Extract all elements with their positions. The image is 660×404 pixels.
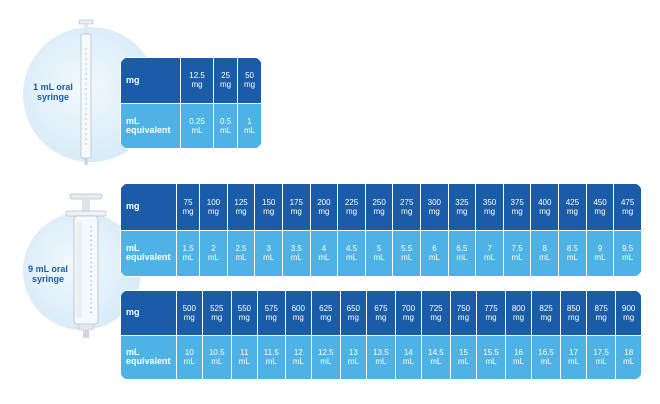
mg-cell: 625 mg xyxy=(311,291,341,335)
ml-cell: 9 mL xyxy=(586,230,614,276)
mg-cell: 725 mg xyxy=(421,291,451,335)
ml-cell: 2.5 mL xyxy=(227,230,255,276)
mg-cell: 350 mg xyxy=(476,184,503,230)
ml-cell: 6.5 mL xyxy=(448,230,476,276)
syringe-1ml-label: 1 mL oral syringe xyxy=(33,82,73,102)
dose-table-9ml-b: mg 500 mg 525 mg 550 mg 575 mg 600 mg 62… xyxy=(120,290,642,380)
mg-cell: 200 mg xyxy=(310,184,338,230)
mg-row: mg 500 mg 525 mg 550 mg 575 mg 600 mg 62… xyxy=(121,291,641,335)
syringe-9ml-label: 9 mL oral syringe xyxy=(28,264,68,284)
mg-row-label: mg xyxy=(121,184,176,230)
ml-cell: 5.5 mL xyxy=(393,230,421,276)
mg-cell: 100 mg xyxy=(200,184,227,230)
ml-cell: 12 mL xyxy=(286,335,311,379)
mg-cell: 150 mg xyxy=(255,184,282,230)
dose-table-9ml-a: mg 75 mg 100 mg 125 mg 150 mg 175 mg 200… xyxy=(120,183,642,277)
mg-cell: 575 mg xyxy=(257,291,286,335)
mg-cell: 175 mg xyxy=(282,184,310,230)
mg-cell: 50 mg xyxy=(238,58,261,103)
ml-cell: 8 mL xyxy=(531,230,559,276)
ml-cell: 1 mL xyxy=(238,103,261,148)
mg-cell: 325 mg xyxy=(448,184,476,230)
mg-cell: 825 mg xyxy=(531,291,561,335)
dose-table-1ml: mg 12.5 mg 25 mg 50 mg mL equivalent 0.2… xyxy=(120,57,262,149)
mg-cell: 12.5 mg xyxy=(181,58,214,103)
syringe-1ml-icon xyxy=(78,19,94,165)
ml-row: mL equivalent 10 mL 10.5 mL 11 mL 11.5 m… xyxy=(121,335,641,379)
ml-cell: 4 mL xyxy=(310,230,338,276)
ml-row-label: mL equivalent xyxy=(121,335,176,379)
ml-cell: 15 mL xyxy=(451,335,476,379)
ml-cell: 8.5 mL xyxy=(559,230,586,276)
ml-cell: 17 mL xyxy=(561,335,586,379)
ml-row: mL equivalent 1.5 mL 2 mL 2.5 mL 3 mL 3.… xyxy=(121,230,641,276)
mg-cell: 675 mg xyxy=(366,291,396,335)
mg-cell: 475 mg xyxy=(614,184,641,230)
mg-cell: 550 mg xyxy=(232,291,257,335)
mg-cell: 875 mg xyxy=(586,291,616,335)
mg-cell: 600 mg xyxy=(286,291,311,335)
mg-cell: 450 mg xyxy=(586,184,614,230)
mg-row-label: mg xyxy=(121,291,176,335)
mg-cell: 300 mg xyxy=(421,184,448,230)
mg-cell: 525 mg xyxy=(202,291,232,335)
ml-cell: 4.5 mL xyxy=(338,230,365,276)
mg-cell: 75 mg xyxy=(177,184,200,230)
ml-cell: 18 mL xyxy=(616,335,641,379)
ml-row-label: mL equivalent xyxy=(121,230,176,276)
mg-cell: 800 mg xyxy=(506,291,531,335)
ml-cell: 3.5 mL xyxy=(282,230,310,276)
mg-cell: 375 mg xyxy=(503,184,531,230)
mg-row: mg 75 mg 100 mg 125 mg 150 mg 175 mg 200… xyxy=(121,184,641,230)
ml-row-label: mL equivalent xyxy=(121,103,180,148)
mg-cell: 225 mg xyxy=(338,184,365,230)
ml-cell: 11 mL xyxy=(232,335,257,379)
syringe-9ml-icon xyxy=(65,193,107,338)
ml-cell: 13 mL xyxy=(341,335,366,379)
mg-cell: 25 mg xyxy=(214,58,238,103)
mg-cell: 425 mg xyxy=(559,184,586,230)
ml-row: mL equivalent 0.25 mL 0.5 mL 1 mL xyxy=(121,103,261,148)
mg-cell: 850 mg xyxy=(561,291,586,335)
ml-cell: 7 mL xyxy=(476,230,503,276)
ml-cell: 10 mL xyxy=(177,335,202,379)
ml-cell: 14.5 mL xyxy=(421,335,451,379)
ml-cell: 16 mL xyxy=(506,335,531,379)
mg-cell: 900 mg xyxy=(616,291,641,335)
ml-cell: 15.5 mL xyxy=(476,335,506,379)
mg-cell: 275 mg xyxy=(393,184,421,230)
ml-cell: 14 mL xyxy=(396,335,421,379)
ml-cell: 5 mL xyxy=(365,230,393,276)
mg-cell: 500 mg xyxy=(177,291,202,335)
mg-cell: 700 mg xyxy=(396,291,421,335)
ml-cell: 10.5 mL xyxy=(202,335,232,379)
ml-cell: 13.5 mL xyxy=(366,335,396,379)
mg-row-label: mg xyxy=(121,58,180,103)
ml-cell: 1.5 mL xyxy=(177,230,200,276)
ml-cell: 11.5 mL xyxy=(257,335,286,379)
ml-cell: 0.25 mL xyxy=(181,103,214,148)
ml-cell: 17.5 mL xyxy=(586,335,616,379)
ml-cell: 3 mL xyxy=(255,230,282,276)
ml-cell: 0.5 mL xyxy=(214,103,238,148)
ml-cell: 7.5 mL xyxy=(503,230,531,276)
ml-cell: 6 mL xyxy=(421,230,448,276)
mg-cell: 775 mg xyxy=(476,291,506,335)
mg-cell: 650 mg xyxy=(341,291,366,335)
mg-cell: 750 mg xyxy=(451,291,476,335)
mg-cell: 250 mg xyxy=(365,184,393,230)
ml-cell: 12.5 mL xyxy=(311,335,341,379)
mg-cell: 125 mg xyxy=(227,184,255,230)
ml-cell: 9.5 mL xyxy=(614,230,641,276)
mg-cell: 400 mg xyxy=(531,184,559,230)
ml-cell: 16.5 mL xyxy=(531,335,561,379)
ml-cell: 2 mL xyxy=(200,230,227,276)
mg-row: mg 12.5 mg 25 mg 50 mg xyxy=(121,58,261,103)
